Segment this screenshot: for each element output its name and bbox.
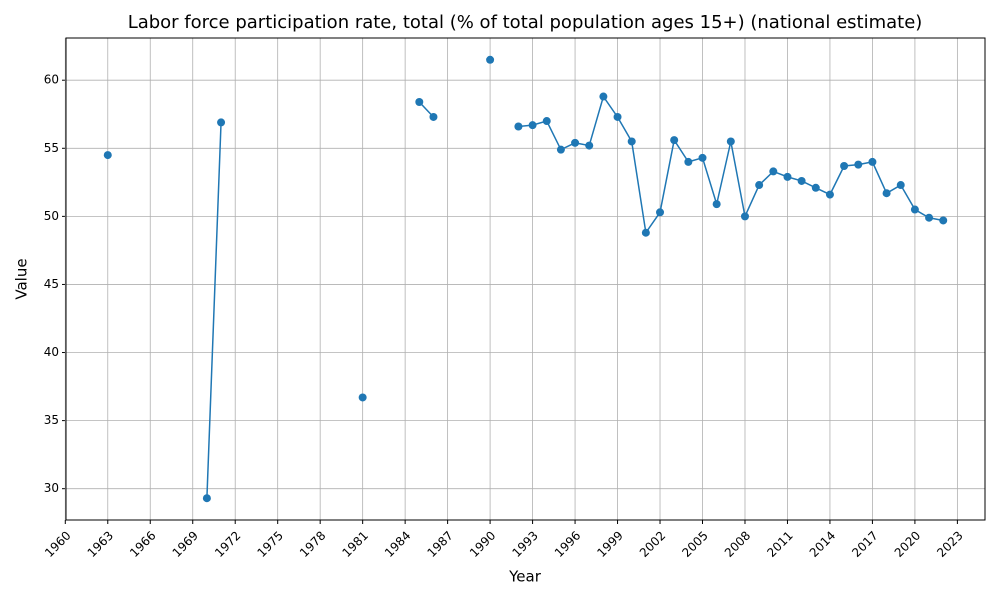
x-tick-label: 2014 [807, 528, 838, 559]
y-tick-label: 40 [44, 345, 59, 359]
data-point [585, 141, 594, 150]
x-tick-label: 1981 [339, 528, 370, 559]
x-tick-label: 1996 [552, 528, 583, 559]
data-point [925, 213, 934, 222]
data-point [896, 181, 905, 190]
data-point [556, 145, 565, 154]
x-tick-label: 1975 [255, 528, 286, 559]
x-tick-label: 1984 [382, 528, 413, 559]
data-point [797, 176, 806, 185]
data-point [868, 157, 877, 166]
plot-frame [65, 37, 986, 521]
data-point [811, 183, 820, 192]
x-tick-label: 1963 [85, 528, 116, 559]
data-point [670, 136, 679, 145]
data-point [627, 137, 636, 146]
data-point [217, 118, 226, 127]
data-point [415, 97, 424, 106]
y-tick-label: 30 [44, 481, 59, 495]
data-point [840, 161, 849, 170]
chart-title: Labor force participation rate, total (%… [128, 12, 923, 33]
x-tick-label: 1999 [594, 528, 625, 559]
x-tick-label: 2020 [892, 528, 923, 559]
x-tick-label: 2005 [679, 528, 710, 559]
data-point [882, 189, 891, 198]
x-tick-label: 1978 [297, 528, 328, 559]
x-tick-label: 1993 [509, 528, 540, 559]
data-point [910, 205, 919, 214]
data-point [740, 212, 749, 221]
data-point [599, 92, 608, 101]
x-tick-label: 2008 [722, 528, 753, 559]
data-point [358, 393, 367, 402]
x-tick-label: 2017 [849, 528, 880, 559]
data-point [103, 151, 112, 160]
y-tick-label: 50 [44, 209, 59, 223]
x-tick-label: 2023 [934, 528, 965, 559]
y-tick-label: 35 [44, 413, 59, 427]
data-point [712, 200, 721, 209]
x-tick-label: 1987 [424, 528, 455, 559]
data-point [542, 117, 551, 126]
y-axis-label: Value [13, 258, 31, 299]
x-tick-label: 1966 [127, 528, 158, 559]
x-tick-label: 2011 [764, 528, 795, 559]
data-point [854, 160, 863, 169]
x-tick-label: 2002 [637, 528, 668, 559]
y-tick-label: 45 [44, 277, 59, 291]
data-point [571, 138, 580, 147]
data-point [514, 122, 523, 131]
data-point [486, 55, 495, 64]
data-point [726, 137, 735, 146]
data-point [939, 216, 948, 225]
data-point [698, 153, 707, 162]
y-tick-label: 60 [44, 73, 59, 87]
data-point [429, 112, 438, 121]
data-point [684, 157, 693, 166]
data-point [656, 208, 665, 217]
data-point [825, 190, 834, 199]
x-axis-label: Year [508, 568, 542, 586]
x-tick-label: 1990 [467, 528, 498, 559]
x-tick-label: 1960 [42, 528, 73, 559]
x-tick-label: 1972 [212, 528, 243, 559]
data-point [202, 494, 211, 503]
x-tick-label: 1969 [170, 528, 201, 559]
y-tick-label: 55 [44, 141, 59, 155]
data-point [613, 112, 622, 121]
data-point [783, 172, 792, 181]
data-point [641, 228, 650, 237]
data-point [528, 121, 537, 130]
data-point [755, 181, 764, 190]
data-point [769, 167, 778, 176]
